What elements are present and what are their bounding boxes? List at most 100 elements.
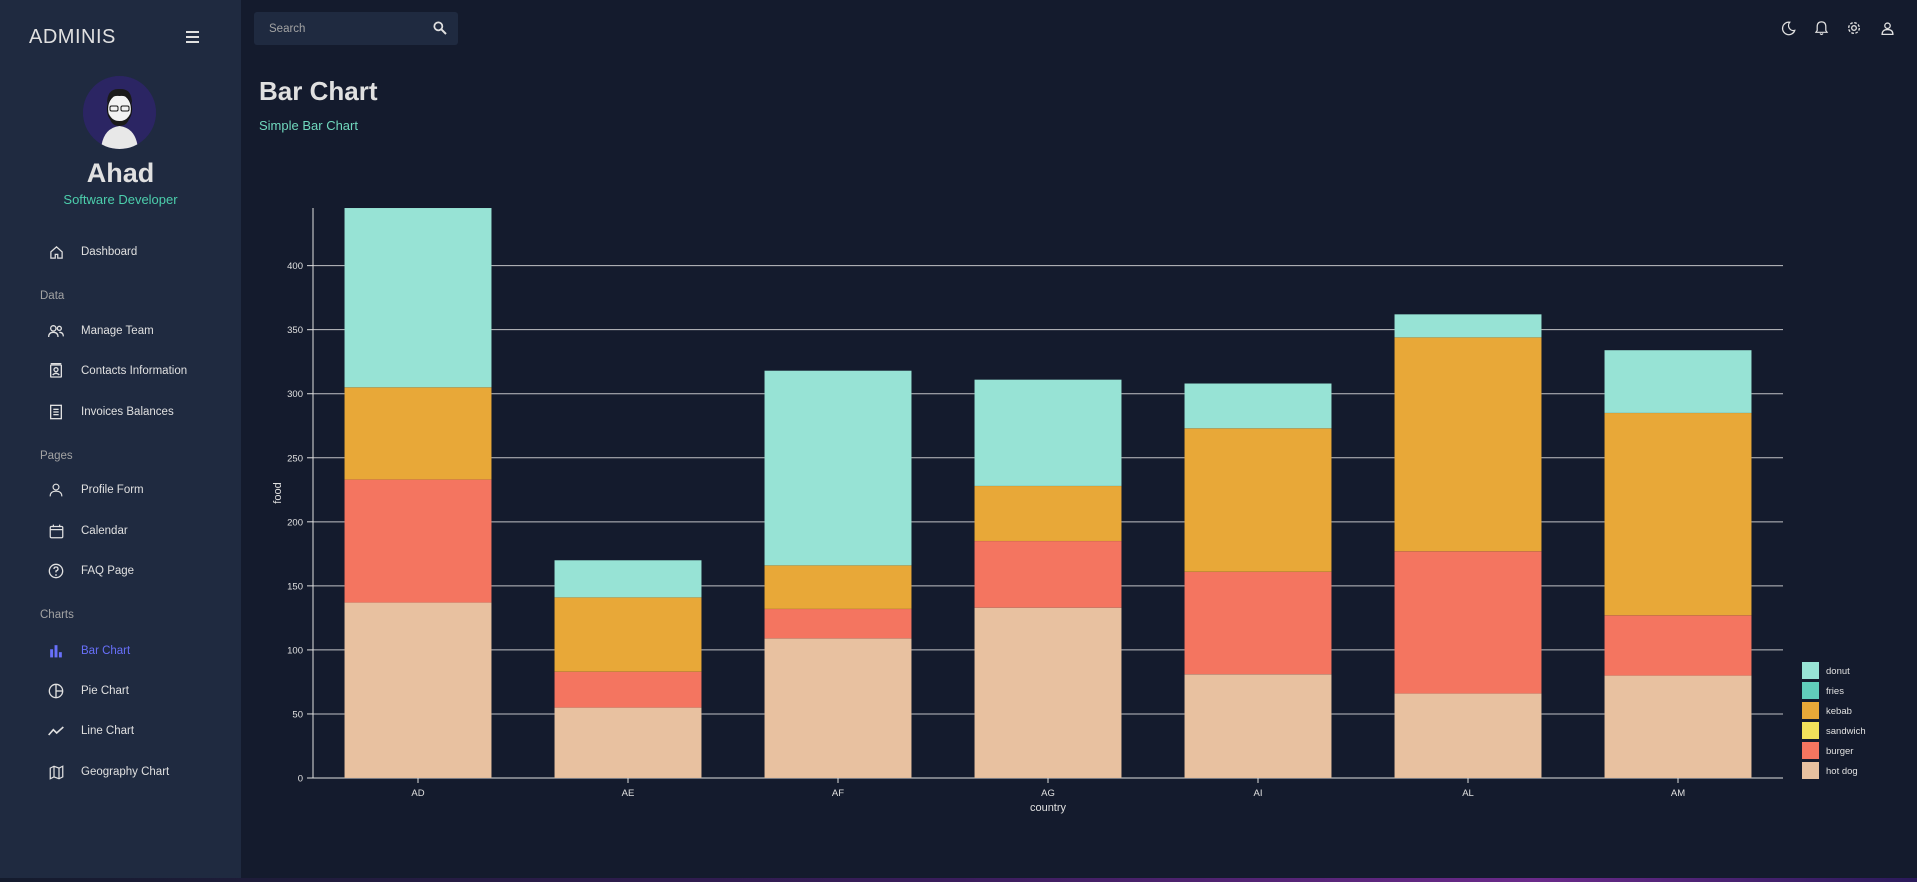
bar-hot-dog-AG bbox=[974, 607, 1122, 779]
sidebar-item-label: Pie Chart bbox=[81, 685, 129, 697]
avatar bbox=[83, 76, 156, 149]
search-icon[interactable] bbox=[432, 20, 449, 37]
sidebar-item-line-chart[interactable]: Line Chart bbox=[48, 719, 134, 743]
legend-swatch bbox=[1802, 722, 1819, 739]
line-chart-icon bbox=[48, 723, 64, 739]
menu-toggle-button[interactable] bbox=[182, 28, 202, 46]
sidebar-item-label: Manage Team bbox=[81, 325, 154, 337]
sidebar-item-label: Invoices Balances bbox=[81, 406, 174, 418]
legend-label: sandwich bbox=[1826, 726, 1866, 737]
sidebar-item-label: Dashboard bbox=[81, 246, 138, 258]
x-tick-label: AF bbox=[832, 788, 844, 799]
x-axis-label: country bbox=[1030, 802, 1067, 814]
people-icon bbox=[48, 323, 64, 339]
bar-hot-dog-AL bbox=[1394, 693, 1542, 779]
map-icon bbox=[48, 764, 64, 780]
sidebar-item-contacts-information[interactable]: Contacts Information bbox=[48, 359, 187, 383]
user-role: Software Developer bbox=[63, 192, 178, 207]
bar-donut-AM bbox=[1604, 349, 1752, 414]
bar-kebab-AL bbox=[1394, 337, 1542, 552]
bar-kebab-AM bbox=[1604, 412, 1752, 616]
x-tick-label: AI bbox=[1254, 788, 1263, 799]
bar-donut-AG bbox=[974, 379, 1122, 487]
sidebar-item-label: Line Chart bbox=[81, 725, 135, 737]
y-axis-label: food bbox=[272, 482, 284, 503]
x-tick-label: AE bbox=[622, 788, 635, 799]
sidebar-item-calendar[interactable]: Calendar bbox=[48, 519, 128, 543]
bar-burger-AI bbox=[1184, 571, 1332, 675]
sidebar-item-bar-chart[interactable]: Bar Chart bbox=[48, 639, 130, 663]
dark-mode-icon[interactable] bbox=[1779, 19, 1797, 37]
y-tick-label: 50 bbox=[292, 709, 303, 720]
legend-swatch bbox=[1802, 742, 1819, 759]
legend-label: donut bbox=[1826, 666, 1850, 677]
window-bottom-edge bbox=[0, 878, 1917, 882]
bar-burger-AD bbox=[344, 479, 492, 603]
sidebar-item-pie-chart[interactable]: Pie Chart bbox=[48, 679, 129, 703]
bar-kebab-AI bbox=[1184, 428, 1332, 573]
bar-chart-icon bbox=[48, 643, 64, 659]
sidebar-item-manage-team[interactable]: Manage Team bbox=[48, 319, 154, 343]
sidebar-item-dashboard[interactable]: Dashboard bbox=[48, 240, 137, 264]
user-name: Ahad bbox=[86, 158, 155, 188]
bar-burger-AL bbox=[1394, 551, 1542, 694]
bar-burger-AE bbox=[554, 671, 702, 708]
sidebar: ADMINIS Ahad Software Developer Dashboar… bbox=[0, 0, 241, 878]
y-tick-label: 350 bbox=[287, 325, 303, 336]
sidebar-item-profile-form[interactable]: Profile Form bbox=[48, 478, 144, 502]
y-tick-label: 300 bbox=[287, 389, 303, 400]
bar-donut-AI bbox=[1184, 383, 1332, 429]
sidebar-item-invoices-balances[interactable]: Invoices Balances bbox=[48, 400, 174, 424]
sidebar-item-geography-chart[interactable]: Geography Chart bbox=[48, 760, 169, 784]
bar-burger-AM bbox=[1604, 615, 1752, 676]
sidebar-section-charts: Charts bbox=[40, 609, 74, 621]
y-tick-label: 250 bbox=[287, 453, 303, 464]
contacts-icon bbox=[48, 363, 64, 379]
brand-logo: ADMINIS bbox=[29, 26, 116, 48]
bar-donut-AF bbox=[764, 370, 912, 566]
bar-donut-AE bbox=[554, 559, 702, 598]
profile-icon[interactable] bbox=[1878, 19, 1896, 37]
bar-hot-dog-AF bbox=[764, 638, 912, 779]
bar-burger-AF bbox=[764, 608, 912, 639]
x-tick-label: AL bbox=[1462, 788, 1474, 799]
search-input[interactable] bbox=[269, 20, 419, 37]
page-title: Bar Chart bbox=[259, 76, 378, 106]
sidebar-item-label: Geography Chart bbox=[81, 766, 170, 778]
notifications-icon[interactable] bbox=[1812, 19, 1830, 37]
sidebar-item-faq-page[interactable]: FAQ Page bbox=[48, 559, 134, 583]
search-box bbox=[254, 12, 458, 45]
calendar-icon bbox=[48, 523, 64, 539]
settings-icon[interactable] bbox=[1845, 19, 1863, 37]
bar-hot-dog-AI bbox=[1184, 673, 1332, 779]
y-tick-label: 200 bbox=[287, 517, 303, 528]
sidebar-item-label: FAQ Page bbox=[81, 565, 135, 577]
bar-hot-dog-AE bbox=[554, 707, 702, 779]
x-tick-label: AG bbox=[1041, 788, 1055, 799]
legend-label: kebab bbox=[1826, 706, 1852, 717]
legend-label: burger bbox=[1826, 746, 1853, 757]
x-tick-label: AD bbox=[411, 788, 424, 799]
x-tick-label: AM bbox=[1671, 788, 1685, 799]
legend-swatch bbox=[1802, 702, 1819, 719]
bar-kebab-AG bbox=[974, 485, 1122, 542]
person-icon bbox=[48, 482, 64, 498]
bar-kebab-AE bbox=[554, 597, 702, 672]
legend-label: hot dog bbox=[1826, 766, 1858, 777]
sidebar-item-label: Bar Chart bbox=[81, 645, 131, 657]
bar-burger-AG bbox=[974, 540, 1122, 608]
bar-donut-AL bbox=[1394, 314, 1542, 338]
page-subtitle: Simple Bar Chart bbox=[259, 118, 358, 133]
sidebar-section-pages: Pages bbox=[40, 450, 73, 462]
menu-icon-bar bbox=[185, 41, 199, 43]
menu-icon-bar bbox=[185, 31, 199, 33]
menu-icon-bar bbox=[185, 36, 199, 38]
y-tick-label: 100 bbox=[287, 645, 303, 656]
legend-swatch bbox=[1802, 662, 1819, 679]
sidebar-item-label: Calendar bbox=[81, 525, 128, 537]
bar-kebab-AD bbox=[344, 387, 492, 480]
home-icon bbox=[48, 244, 64, 260]
receipt-icon bbox=[48, 404, 64, 420]
y-tick-label: 0 bbox=[298, 774, 303, 785]
